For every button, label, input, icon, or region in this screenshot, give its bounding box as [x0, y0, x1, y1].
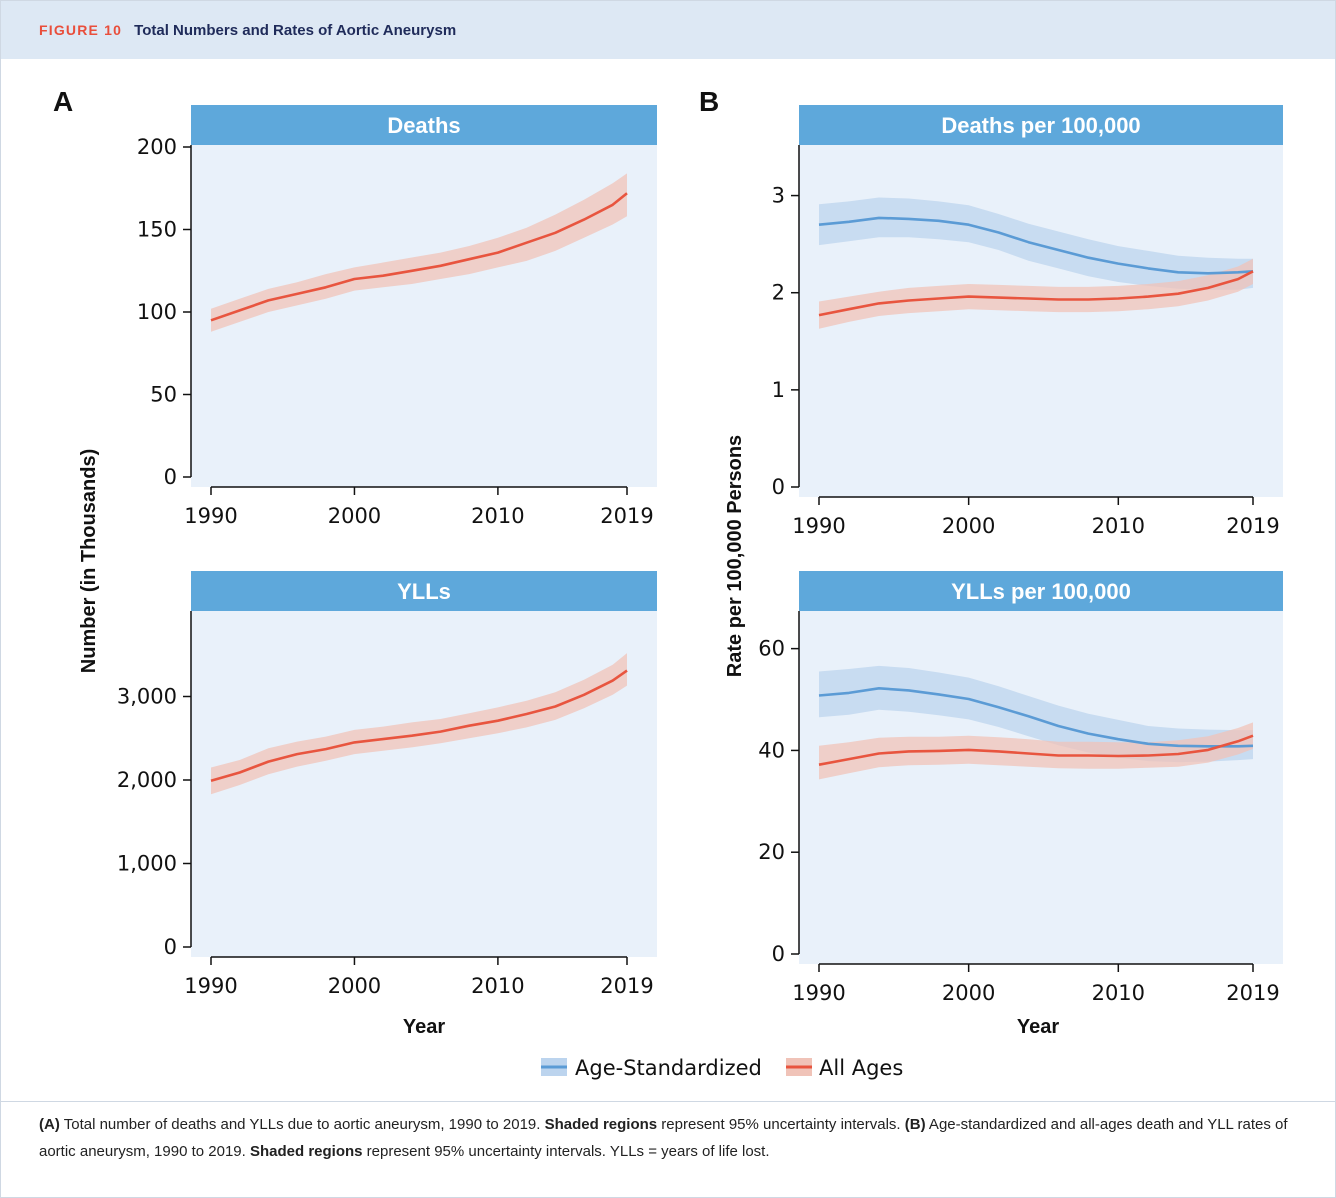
panel-title: Deaths	[387, 113, 460, 138]
x-tick-label: 2010	[471, 504, 524, 528]
caption-shaded-2: Shaded regions	[249, 1143, 363, 1160]
figure-label: FIGURE 10	[39, 22, 123, 38]
x-tick-label: 2019	[600, 504, 653, 528]
x-tick-label: 1990	[184, 974, 237, 998]
panel-title: YLLs per 100,000	[951, 579, 1131, 604]
y-tick-label: 1,000	[117, 852, 177, 876]
x-tick-label: 2000	[942, 514, 995, 538]
y-tick-label: 60	[758, 637, 785, 661]
x-axis-title-a: Year	[403, 1016, 445, 1038]
y-tick-label: 3,000	[117, 685, 177, 709]
y-tick-label: 40	[758, 738, 785, 762]
series-line-age-standardized	[818, 686, 1254, 748]
y-tick-label: 0	[772, 942, 785, 966]
y-tick-label: 0	[772, 475, 785, 499]
caption-a-text2: represent 95% uncertainty intervals.	[657, 1116, 905, 1133]
legend-label-age-standardized: Age-Standardized	[575, 1056, 762, 1080]
uncertainty-band-all-ages	[211, 653, 627, 795]
y-tick-label: 200	[137, 135, 177, 159]
series-line-age-standardized	[818, 216, 1254, 275]
x-tick-label: 2019	[1226, 981, 1279, 1005]
x-tick-label: 2010	[471, 974, 524, 998]
y-axis-title-a: Number (in Thousands)	[78, 449, 100, 673]
y-tick-label: 50	[150, 383, 177, 407]
panel-strip	[799, 105, 1283, 145]
caption-b-text2: represent 95% uncertainty intervals. YLL…	[362, 1143, 770, 1160]
uncertainty-band-age-standardized	[819, 665, 1253, 763]
plot-background	[191, 145, 657, 487]
y-tick-label: 3	[772, 184, 785, 208]
panel-letter-b: B	[699, 86, 719, 117]
x-tick-label: 2010	[1092, 981, 1145, 1005]
chart-panel-3: YLLs 0 1,000 2,000 3,000 1990 2000 2010 2019	[117, 571, 657, 998]
x-tick-label: 2019	[600, 974, 653, 998]
figure-caption: (A) Total number of deaths and YLLs due …	[39, 1111, 1309, 1165]
series-line-all-ages	[210, 669, 628, 783]
caption-a-text1: Total number of deaths and YLLs due to a…	[59, 1116, 545, 1133]
series-line-all-ages	[818, 270, 1254, 317]
y-tick-label: 20	[758, 840, 785, 864]
chart-panel-4: YLLs per 100,000 0 20 40 60 1990 2000 2010 2019	[758, 571, 1283, 1005]
x-tick-label: 2000	[942, 981, 995, 1005]
y-tick-label: 150	[137, 218, 177, 242]
y-tick-label: 100	[137, 300, 177, 324]
uncertainty-band-all-ages	[819, 258, 1253, 329]
x-tick-label: 1990	[184, 504, 237, 528]
plot-background	[799, 145, 1283, 497]
legend-label-all-ages: All Ages	[819, 1056, 903, 1080]
panel-letter-a: A	[53, 86, 73, 117]
caption-a-lead: (A)	[39, 1116, 60, 1133]
x-tick-label: 1990	[792, 981, 845, 1005]
x-tick-label: 2000	[328, 974, 381, 998]
uncertainty-band-all-ages	[211, 173, 627, 332]
caption-shaded-1: Shaded regions	[544, 1116, 658, 1133]
y-tick-label: 2	[772, 281, 785, 305]
chart-panel-2: Deaths per 100,000 0 1 2 3 1990 2000 2010 2019	[772, 105, 1283, 538]
caption-divider	[1, 1101, 1335, 1102]
legend: Age-Standardized All Ages	[541, 1056, 903, 1080]
panel-strip	[191, 571, 657, 611]
x-tick-label: 1990	[792, 514, 845, 538]
caption-b-lead: (B)	[904, 1116, 926, 1133]
x-tick-label: 2010	[1092, 514, 1145, 538]
x-tick-label: 2019	[1226, 514, 1279, 538]
panel-strip	[191, 105, 657, 145]
series-line-all-ages	[818, 734, 1254, 766]
y-tick-label: 0	[164, 935, 177, 959]
panel-title: Deaths per 100,000	[941, 113, 1140, 138]
figure-header: FIGURE 10 Total Numbers and Rates of Aor…	[1, 1, 1335, 59]
uncertainty-band-all-ages	[819, 722, 1253, 780]
panel-strip	[799, 571, 1283, 611]
caption-b-text1: Age-standardized and all-ages death and …	[39, 1116, 1288, 1160]
plot-background	[799, 611, 1283, 964]
y-tick-label: 0	[164, 465, 177, 489]
x-tick-label: 2000	[328, 504, 381, 528]
x-axis-title-b: Year	[1017, 1016, 1059, 1038]
y-axis-title-b: Rate per 100,000 Persons	[724, 435, 746, 677]
y-tick-label: 2,000	[117, 768, 177, 792]
figure-title: Total Numbers and Rates of Aortic Aneury…	[134, 21, 457, 39]
chart-panel-1: Deaths 0 50 100 150 200 1990 2000 2010 2019	[137, 105, 657, 528]
plot-background	[191, 611, 657, 957]
panel-title: YLLs	[397, 579, 451, 604]
series-line-all-ages	[210, 192, 628, 322]
y-tick-label: 1	[772, 378, 785, 402]
